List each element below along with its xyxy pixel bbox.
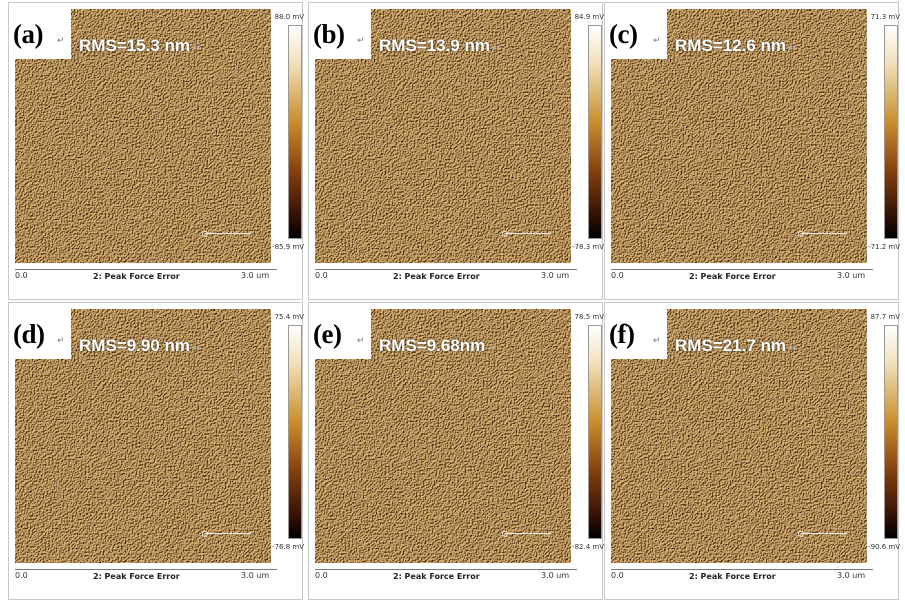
panel-letter: (e) [313,319,342,349]
colorbar [884,25,898,239]
colorbar [884,325,898,539]
panel-label-box: (f) ↵ [605,303,667,359]
scale-bar [202,531,251,537]
x-axis-line [315,569,577,570]
axis-end-label: 3.0 um [241,571,270,580]
x-axis-line [315,269,577,270]
panel-letter: (c) [609,19,638,49]
x-axis-line [611,569,873,570]
axis-start-label: 0.0 [315,271,328,280]
scale-bar [502,231,551,237]
scale-bar [798,231,847,237]
colorbar-min: -82.4 mV [572,543,604,551]
axis-end-label: 3.0 um [837,571,866,580]
axis-end-label: 3.0 um [541,571,570,580]
colorbar-max: 71.3 mV [870,13,900,21]
rms-label: RMS=12.6 nm ↵ [675,36,797,55]
colorbar-min: -71.2 mV [868,243,900,251]
afm-panel-e: (e) ↵ RMS=9.68nm ↵ 78.5 mV -82.4 mV 0.0 2… [308,302,604,600]
colorbar-max: 84.9 mV [574,13,604,21]
panel-label-box: (c) ↵ [605,3,667,59]
afm-panel-d: (d) ↵ RMS=9.90 nm ↵ 75.4 mV -76.8 mV 0.0 … [8,302,304,600]
scale-bar [798,531,847,537]
channel-label: 2: Peak Force Error [93,272,180,281]
axis-start-label: 0.0 [611,271,624,280]
x-axis-line [15,569,277,570]
scale-bar [202,231,251,237]
colorbar-max: 88.0 mV [274,13,304,21]
colorbar [288,25,302,239]
x-axis-line [611,269,873,270]
afm-panel-a: (a) ↵ RMS=15.3 nm ↵ 88.0 mV -85.9 mV 0.0 … [8,2,304,300]
rms-label: RMS=9.90 nm ↵ [79,336,201,355]
afm-panel-f: (f) ↵ RMS=21.7 nm ↵ 87.7 mV -90.6 mV 0.0 … [604,302,900,600]
axis-end-label: 3.0 um [541,271,570,280]
colorbar [288,325,302,539]
panel-label-box: (a) ↵ [9,3,71,59]
rms-label: RMS=9.68nm ↵ [379,336,496,355]
colorbar-min: -90.6 mV [868,543,900,551]
return-mark: ↵ [653,36,661,46]
colorbar-min: -76.8 mV [272,543,304,551]
channel-label: 2: Peak Force Error [393,572,480,581]
panel-letter: (d) [13,319,45,349]
channel-label: 2: Peak Force Error [93,572,180,581]
channel-label: 2: Peak Force Error [689,572,776,581]
colorbar-min: -85.9 mV [272,243,304,251]
panel-label-box: (d) ↵ [9,303,71,359]
channel-label: 2: Peak Force Error [689,272,776,281]
panel-label-box: (e) ↵ [309,303,371,359]
rms-label: RMS=13.9 nm ↵ [379,36,501,55]
afm-panel-b: (b) ↵ RMS=13.9 nm ↵ 84.9 mV -78.3 mV 0.0 … [308,2,604,300]
colorbar-max: 78.5 mV [574,313,604,321]
return-mark: ↵ [653,336,661,346]
rms-label: RMS=21.7 nm ↵ [675,336,797,355]
axis-end-label: 3.0 um [241,271,270,280]
panel-letter: (b) [313,19,345,49]
panel-letter: (a) [13,19,43,49]
colorbar [588,25,602,239]
x-axis-line [15,269,277,270]
panel-letter: (f) [609,319,635,349]
colorbar-max: 87.7 mV [870,313,900,321]
axis-start-label: 0.0 [15,571,28,580]
return-mark: ↵ [357,36,365,46]
rms-label: RMS=15.3 nm ↵ [79,36,201,55]
return-mark: ↵ [357,336,365,346]
colorbar-max: 75.4 mV [274,313,304,321]
afm-panel-c: (c) ↵ RMS=12.6 nm ↵ 71.3 mV -71.2 mV 0.0 … [604,2,900,300]
return-mark: ↵ [57,336,65,346]
axis-start-label: 0.0 [315,571,328,580]
scale-bar [502,531,551,537]
panel-label-box: (b) ↵ [309,3,371,59]
axis-start-label: 0.0 [15,271,28,280]
return-mark: ↵ [57,36,65,46]
axis-start-label: 0.0 [611,571,624,580]
channel-label: 2: Peak Force Error [393,272,480,281]
colorbar [588,325,602,539]
colorbar-min: -78.3 mV [572,243,604,251]
axis-end-label: 3.0 um [837,271,866,280]
